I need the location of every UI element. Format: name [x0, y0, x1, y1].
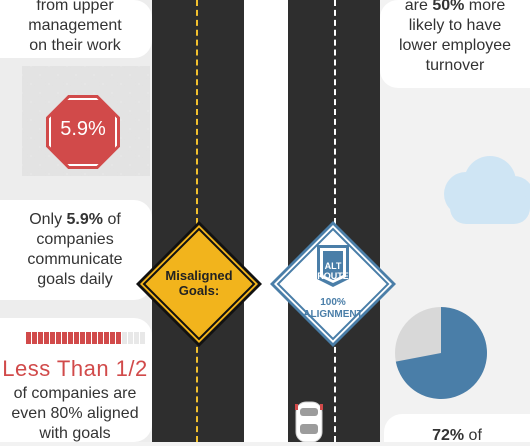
- top-left-line1: from upper: [36, 0, 114, 14]
- progress-segment: [110, 332, 115, 344]
- progress-segment: [68, 332, 73, 344]
- less-line2: even 80% aligned: [11, 405, 139, 422]
- shield-text: ALT ROUTE: [268, 261, 398, 281]
- progress-segment: [104, 332, 109, 344]
- stop-sign-border: [49, 98, 117, 166]
- less-than-half-text: of companies are even 80% aligned with g…: [0, 384, 150, 444]
- top-left-line2: management: [28, 17, 122, 34]
- progress-segment: [86, 332, 91, 344]
- left-road: [152, 0, 244, 442]
- progress-segment: [38, 332, 43, 344]
- progress-segment: [44, 332, 49, 344]
- progress-segment: [116, 332, 121, 344]
- aligned-line2: ALIGNMENT: [303, 309, 363, 320]
- misaligned-line2: Goals:: [178, 283, 220, 298]
- stat-line3: communicate: [27, 251, 123, 268]
- aligned-value: 72%: [432, 427, 465, 444]
- progress-segment: [80, 332, 85, 344]
- less-than-half-headline: Less Than 1/2: [2, 356, 148, 381]
- aligned-line1: 100%: [320, 297, 346, 308]
- left-road-centerline: [196, 0, 198, 442]
- median: [248, 0, 288, 442]
- progress-segment: [98, 332, 103, 344]
- progress-segment: [50, 332, 55, 344]
- cloud-icon: [444, 156, 530, 224]
- progress-segment: [122, 332, 127, 344]
- top-right-text-card: [380, 0, 530, 88]
- right-road-centerline: [334, 0, 336, 442]
- misaligned-line1: Misaligned: [165, 268, 233, 283]
- progress-segment: [128, 332, 133, 344]
- less-line1: of companies are: [13, 385, 137, 402]
- aligned-label: 100% ALIGNMENT: [268, 297, 398, 321]
- turnover-value: 50%: [432, 0, 465, 14]
- misaligned-diamond-sign: [136, 221, 262, 347]
- progress-segment: [134, 332, 139, 344]
- misaligned-label: Misaligned Goals:: [134, 268, 264, 298]
- top-left-line3: on their work: [29, 37, 121, 54]
- stat-line4: goals daily: [37, 271, 113, 288]
- aligned-diamond-sign: [270, 221, 396, 347]
- pie-slice-72: [395, 307, 487, 399]
- turnover-line2: likely to have: [408, 17, 502, 34]
- turnover-prefix: are: [404, 0, 433, 14]
- stat-prefix: Only: [29, 211, 67, 228]
- turnover-line3: lower employee: [398, 37, 512, 54]
- left-road-edge: [244, 0, 248, 442]
- stat-suffix: of: [103, 211, 121, 228]
- stat-line2: companies: [36, 231, 114, 248]
- shield-line1: ALT: [324, 261, 342, 271]
- turnover-suffix: more: [464, 0, 506, 14]
- progress-segment: [140, 332, 145, 344]
- progress-segment: [92, 332, 97, 344]
- top-left-text: from upper management on their work: [0, 0, 150, 56]
- progress-segment: [74, 332, 79, 344]
- top-right-text: are 50% more likely to have lower employ…: [380, 0, 530, 76]
- aligned-suffix: of: [464, 427, 482, 444]
- turnover-line4: turnover: [425, 57, 485, 74]
- pie-chart-icon: [395, 307, 487, 399]
- car-icon: [295, 401, 323, 442]
- shield-line2: ROUTE: [317, 271, 349, 281]
- bottom-right-text-card: [384, 414, 530, 442]
- progress-segment: [26, 332, 31, 344]
- progress-segment: [32, 332, 37, 344]
- stat-5-9-text: Only 5.9% of companies communicate goals…: [0, 210, 150, 290]
- bottom-right-text: 72% of: [384, 426, 530, 446]
- less-line3: with goals: [39, 425, 111, 442]
- stop-sign-value: 5.9%: [60, 118, 106, 140]
- progress-bars: [26, 332, 146, 344]
- progress-segment: [56, 332, 61, 344]
- middle-left-text-card: [0, 200, 152, 300]
- top-left-text-card: [0, 0, 152, 58]
- stat-value: 5.9%: [66, 211, 103, 228]
- progress-segment: [62, 332, 67, 344]
